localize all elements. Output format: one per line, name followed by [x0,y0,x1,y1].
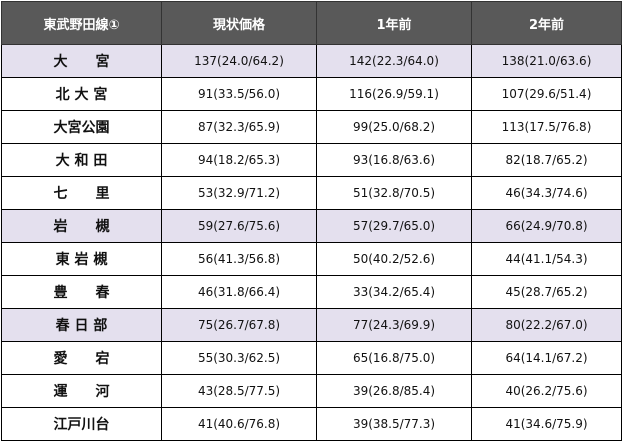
two-year-price: 46(34.3/74.6) [471,176,622,210]
two-year-price: 107(29.6/51.4) [471,77,622,111]
station-name: 大 宮 [1,44,162,78]
header-line: 東武野田線① [1,1,162,45]
table-row: 北 大 宮 91(33.5/56.0) 116(26.9/59.1) 107(29.6… [1,77,622,111]
station-name: 愛 宕 [1,341,162,375]
current-price: 43(28.5/77.5) [161,374,317,408]
one-year-price: 93(16.8/63.6) [316,143,472,177]
station-name: 七 里 [1,176,162,210]
station-name: 大 和 田 [1,143,162,177]
one-year-price: 99(25.0/68.2) [316,110,472,144]
header-two-year: 2年前 [471,1,622,45]
table-row: 江戸川台 41(40.6/76.8) 39(38.5/77.3) 41(34.6/75… [1,407,622,441]
table-row: 大 和 田 94(18.2/65.3) 93(16.8/63.6) 82(18.7/6… [1,143,622,177]
current-price: 53(32.9/71.2) [161,176,317,210]
station-name: 岩 槻 [1,209,162,243]
two-year-price: 44(41.1/54.3) [471,242,622,276]
current-price: 55(30.3/62.5) [161,341,317,375]
one-year-price: 116(26.9/59.1) [316,77,472,111]
one-year-price: 33(34.2/65.4) [316,275,472,309]
current-price: 94(18.2/65.3) [161,143,317,177]
station-name: 江戸川台 [1,407,162,441]
station-name: 春 日 部 [1,308,162,342]
header-row: 東武野田線① 現状価格 1年前 2年前 [1,1,622,45]
one-year-price: 142(22.3/64.0) [316,44,472,78]
two-year-price: 138(21.0/63.6) [471,44,622,78]
header-one-year: 1年前 [316,1,472,45]
table-row: 春 日 部 75(26.7/67.8) 77(24.3/69.9) 80(22.2/6… [1,308,622,342]
one-year-price: 51(32.8/70.5) [316,176,472,210]
two-year-price: 41(34.6/75.9) [471,407,622,441]
current-price: 91(33.5/56.0) [161,77,317,111]
one-year-price: 65(16.8/75.0) [316,341,472,375]
current-price: 87(32.3/65.9) [161,110,317,144]
station-name: 北 大 宮 [1,77,162,111]
station-name: 東 岩 槻 [1,242,162,276]
station-name: 大宮公園 [1,110,162,144]
station-name: 豊 春 [1,275,162,309]
current-price: 59(27.6/75.6) [161,209,317,243]
one-year-price: 39(26.8/85.4) [316,374,472,408]
one-year-price: 77(24.3/69.9) [316,308,472,342]
one-year-price: 57(29.7/65.0) [316,209,472,243]
table-row: 豊 春 46(31.8/66.4) 33(34.2/65.4) 45(28.7/65.… [1,275,622,309]
one-year-price: 50(40.2/52.6) [316,242,472,276]
two-year-price: 113(17.5/76.8) [471,110,622,144]
table-row: 七 里 53(32.9/71.2) 51(32.8/70.5) 46(34.3/74.… [1,176,622,210]
table-row: 愛 宕 55(30.3/62.5) 65(16.8/75.0) 64(14.1/67.… [1,341,622,375]
two-year-price: 66(24.9/70.8) [471,209,622,243]
table-row: 岩 槻 59(27.6/75.6) 57(29.7/65.0) 66(24.9/70.… [1,209,622,243]
current-price: 75(26.7/67.8) [161,308,317,342]
one-year-price: 39(38.5/77.3) [316,407,472,441]
current-price: 56(41.3/56.8) [161,242,317,276]
two-year-price: 40(26.2/75.6) [471,374,622,408]
station-name: 運 河 [1,374,162,408]
table-row: 運 河 43(28.5/77.5) 39(26.8/85.4) 40(26.2/75.… [1,374,622,408]
two-year-price: 64(14.1/67.2) [471,341,622,375]
current-price: 46(31.8/66.4) [161,275,317,309]
two-year-price: 45(28.7/65.2) [471,275,622,309]
current-price: 137(24.0/64.2) [161,44,317,78]
two-year-price: 80(22.2/67.0) [471,308,622,342]
two-year-price: 82(18.7/65.2) [471,143,622,177]
current-price: 41(40.6/76.8) [161,407,317,441]
table-row: 大 宮 137(24.0/64.2) 142(22.3/64.0) 138(21.0/… [1,44,622,78]
table-row: 大宮公園 87(32.3/65.9) 99(25.0/68.2) 113(17.5/7… [1,110,622,144]
table-row: 東 岩 槻 56(41.3/56.8) 50(40.2/52.6) 44(41.1/5… [1,242,622,276]
header-current: 現状価格 [161,1,317,45]
